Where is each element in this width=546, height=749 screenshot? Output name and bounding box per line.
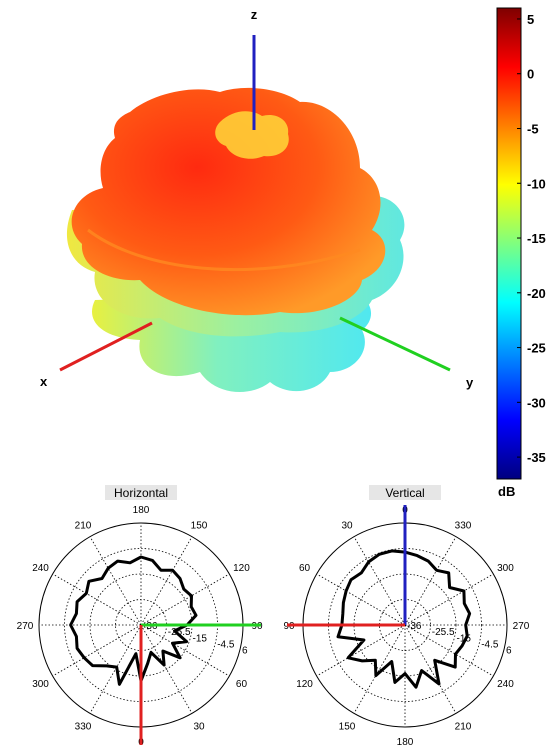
polar-angle-label: 300 [32, 679, 49, 690]
polar-angle-label: 180 [397, 737, 414, 748]
polar-radial-label: 6 [506, 646, 512, 657]
polar-ring [328, 548, 482, 702]
polar-spoke [52, 624, 142, 677]
radiation-pattern-3d [66, 87, 405, 393]
polar-spoke [404, 624, 494, 677]
polar-spoke [316, 624, 406, 677]
colorbar-tick-label: -5 [527, 121, 539, 136]
z-axis-label: z [251, 7, 258, 22]
colorbar-ticks: 5 0 -5 -10 -15 -20 -25 -30 -35 [517, 12, 546, 465]
polar-spoke [140, 573, 230, 626]
polar-spoke [404, 624, 457, 714]
axes-3d: x y z [40, 7, 474, 390]
polar-title-background [369, 485, 441, 500]
polar-radial-label: -15 [192, 633, 207, 644]
polar-title: Vertical [385, 486, 424, 500]
polar-radial-label: -15 [456, 633, 471, 644]
polar-spoke [404, 536, 457, 626]
polar-angle-label: 300 [497, 563, 514, 574]
polar-angle-label: 270 [513, 621, 530, 632]
polar-radial-label: -4.5 [481, 640, 499, 651]
x-axis-3d [59, 321, 153, 372]
colorbar: 5 0 -5 -10 -15 -20 -25 -30 -35 dB [496, 7, 546, 499]
polar-title: Horizontal [114, 486, 168, 500]
colorbar-tick-label: -25 [527, 341, 546, 356]
polar-radial-label: -25.5 [168, 627, 191, 638]
polar-angle-label: 330 [75, 721, 92, 732]
colorbar-tick-label: -35 [527, 450, 546, 465]
polar-spoke [140, 624, 193, 714]
polar-angle-label: 330 [455, 521, 472, 532]
polar-angle-label: 150 [191, 521, 208, 532]
polar-spoke [52, 573, 142, 626]
polar-angle-label: 210 [455, 721, 472, 732]
colorbar-tick-label: 5 [527, 12, 534, 27]
polar-angle-label: 240 [497, 679, 514, 690]
polar-spoke [316, 573, 406, 626]
polar-angle-label: 30 [193, 721, 205, 732]
polar-ring [353, 573, 457, 677]
colorbar-tick-label: -10 [527, 176, 546, 191]
polar-angle-label: 150 [339, 721, 356, 732]
polar-radial-label: -25.5 [432, 627, 455, 638]
colorbar-tick-label: -30 [527, 395, 546, 410]
polar-radial-label: 6 [242, 646, 248, 657]
polar-radial-label: -36 [407, 621, 422, 632]
polar-spoke [140, 624, 230, 677]
polar-plot-horizontal: Horizontal180150120906030033030027024021… [17, 485, 263, 748]
colorbar-tick-label: 0 [527, 67, 534, 82]
polar-angle-label: 240 [32, 563, 49, 574]
polar-spoke [353, 536, 406, 626]
polar-pattern-curve [69, 555, 198, 686]
polar-angle-label: 210 [75, 521, 92, 532]
polar-spoke [404, 573, 494, 626]
polar-title-background [105, 485, 177, 500]
polar-plot-vertical: Vertical0330300270240210180150120906030-… [283, 485, 530, 748]
x-axis-label: x [40, 374, 48, 389]
polar-angle-label: 30 [341, 521, 353, 532]
polar-angle-label: 180 [133, 505, 150, 516]
y-axis-label: y [466, 375, 474, 390]
polar-spoke [353, 624, 406, 714]
colorbar-gradient [496, 7, 522, 480]
pattern-yellow-highlight [215, 111, 289, 159]
polar-angle-label: 60 [236, 679, 248, 690]
polar-angle-label: 120 [296, 679, 313, 690]
polar-spoke [140, 536, 193, 626]
polar-angle-label: 60 [299, 563, 311, 574]
colorbar-unit: dB [498, 484, 515, 499]
colorbar-tick-label: -15 [527, 231, 546, 246]
y-axis-3d [339, 316, 451, 372]
colorbar-tick-label: -20 [527, 286, 546, 301]
polar-angle-label: 120 [233, 563, 250, 574]
polar-spoke [89, 624, 142, 714]
polar-pattern-curve [336, 549, 472, 689]
polar-radial-label: -4.5 [217, 640, 235, 651]
polar-spoke [89, 536, 142, 626]
pattern-band-ridge [87, 228, 361, 272]
polar-angle-label: 270 [17, 621, 34, 632]
